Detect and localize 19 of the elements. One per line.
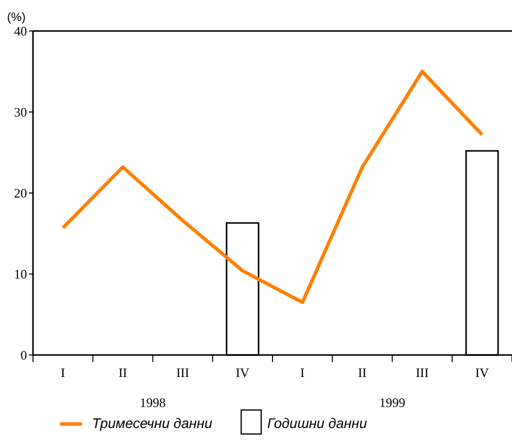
x-tick-label: IV bbox=[475, 365, 490, 380]
legend-label: Годишни данни bbox=[267, 415, 368, 431]
x-tick-label: IV bbox=[236, 365, 250, 380]
legend-label: Тримесечни данни bbox=[92, 415, 212, 431]
x-tick-label: I bbox=[300, 365, 305, 380]
x-tick-label: I bbox=[60, 365, 66, 380]
x-tick-label: II bbox=[358, 365, 367, 380]
y-tick-label: 0 bbox=[20, 348, 27, 363]
y-tick-label: 20 bbox=[14, 186, 27, 201]
text: 1999 bbox=[379, 395, 406, 410]
text: 1998 bbox=[140, 395, 166, 410]
x-tick-label: III bbox=[176, 365, 190, 380]
x-tick-label: III bbox=[416, 365, 429, 380]
line-series bbox=[61, 70, 484, 304]
y-axis-title: (%) bbox=[7, 10, 26, 24]
y-tick-label: 40 bbox=[14, 24, 27, 39]
y-tick-label: 10 bbox=[14, 266, 27, 282]
x-tick-label: II bbox=[118, 365, 128, 380]
y-tick-label: 30 bbox=[14, 104, 27, 120]
